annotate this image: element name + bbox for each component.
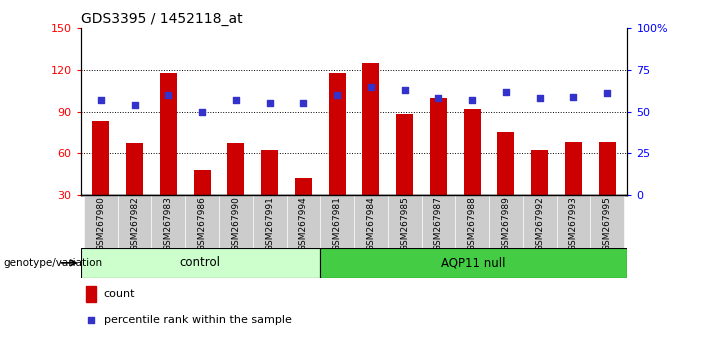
- Bar: [320, 195, 354, 248]
- Text: GSM267991: GSM267991: [265, 196, 274, 251]
- Point: [163, 92, 174, 98]
- Text: GSM267988: GSM267988: [468, 196, 477, 251]
- Text: GSM267990: GSM267990: [231, 196, 240, 251]
- Bar: [253, 195, 287, 248]
- Bar: [590, 195, 624, 248]
- Bar: [565, 142, 582, 195]
- Text: AQP11 null: AQP11 null: [442, 256, 506, 269]
- Bar: [455, 195, 489, 248]
- Bar: [160, 73, 177, 195]
- Bar: [193, 170, 210, 195]
- Point: [501, 89, 512, 95]
- Bar: [320, 248, 627, 278]
- Text: percentile rank within the sample: percentile rank within the sample: [104, 315, 292, 325]
- Bar: [599, 142, 615, 195]
- Bar: [84, 195, 118, 248]
- Text: GSM267980: GSM267980: [96, 196, 105, 251]
- Bar: [227, 143, 245, 195]
- Bar: [118, 195, 151, 248]
- Point: [264, 101, 275, 106]
- Text: GSM267993: GSM267993: [569, 196, 578, 251]
- Bar: [388, 195, 421, 248]
- Bar: [430, 98, 447, 195]
- Bar: [489, 195, 523, 248]
- Bar: [396, 114, 413, 195]
- Point: [601, 90, 613, 96]
- Text: GSM267981: GSM267981: [333, 196, 341, 251]
- Point: [568, 94, 579, 99]
- Bar: [93, 121, 109, 195]
- Text: GDS3395 / 1452118_at: GDS3395 / 1452118_at: [81, 12, 243, 26]
- Text: GSM267989: GSM267989: [501, 196, 510, 251]
- Bar: [523, 195, 557, 248]
- Text: GSM267984: GSM267984: [367, 196, 375, 251]
- Text: GSM267983: GSM267983: [164, 196, 173, 251]
- Bar: [531, 150, 548, 195]
- Point: [298, 101, 309, 106]
- Point: [365, 84, 376, 89]
- Bar: [362, 63, 379, 195]
- Bar: [295, 178, 312, 195]
- Bar: [287, 195, 320, 248]
- Point: [129, 102, 140, 108]
- Point: [196, 109, 207, 114]
- Point: [95, 97, 107, 103]
- Bar: [421, 195, 455, 248]
- Text: genotype/variation: genotype/variation: [4, 258, 102, 268]
- Text: GSM267995: GSM267995: [603, 196, 612, 251]
- Bar: [557, 195, 590, 248]
- Point: [399, 87, 410, 93]
- Bar: [81, 248, 320, 278]
- Bar: [329, 73, 346, 195]
- Bar: [261, 150, 278, 195]
- Text: GSM267986: GSM267986: [198, 196, 207, 251]
- Text: GSM267994: GSM267994: [299, 196, 308, 251]
- Text: GSM267992: GSM267992: [535, 196, 544, 251]
- Bar: [185, 195, 219, 248]
- Point: [433, 95, 444, 101]
- Text: GSM267982: GSM267982: [130, 196, 139, 251]
- Point: [86, 317, 97, 323]
- Text: count: count: [104, 289, 135, 299]
- Text: control: control: [179, 256, 221, 269]
- Bar: [219, 195, 253, 248]
- Bar: [498, 132, 515, 195]
- Point: [230, 97, 241, 103]
- Bar: [463, 109, 481, 195]
- Bar: [151, 195, 185, 248]
- Point: [534, 95, 545, 101]
- Bar: [126, 143, 143, 195]
- Point: [332, 92, 343, 98]
- Bar: [86, 286, 96, 302]
- Bar: [354, 195, 388, 248]
- Text: GSM267985: GSM267985: [400, 196, 409, 251]
- Text: GSM267987: GSM267987: [434, 196, 443, 251]
- Point: [467, 97, 478, 103]
